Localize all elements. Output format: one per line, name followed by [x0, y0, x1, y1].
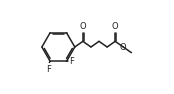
Text: O: O: [112, 22, 118, 31]
Text: F: F: [69, 57, 74, 66]
Text: O: O: [80, 22, 86, 31]
Text: F: F: [46, 65, 51, 74]
Text: O: O: [120, 42, 127, 52]
